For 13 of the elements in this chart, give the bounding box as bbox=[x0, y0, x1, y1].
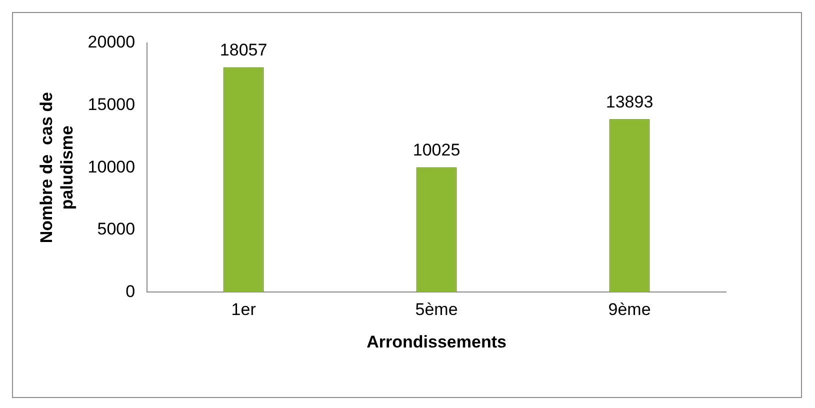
data-label: 18057 bbox=[220, 40, 268, 60]
y-axis-title: Nombre de cas de paludisme bbox=[36, 92, 76, 244]
x-tick-label: 1er bbox=[231, 300, 256, 320]
data-label: 13893 bbox=[606, 92, 654, 112]
y-tick-label: 20000 bbox=[88, 32, 136, 52]
y-tick-label: 5000 bbox=[97, 220, 136, 239]
x-axis-title: Arrondissements bbox=[366, 332, 506, 352]
x-tick-label: 9ème bbox=[608, 300, 651, 320]
y-tick-label: 15000 bbox=[88, 94, 136, 114]
x-tick-label: 5ème bbox=[415, 300, 458, 320]
y-tick-label: 10000 bbox=[88, 157, 136, 176]
y-tick-label: 0 bbox=[126, 282, 136, 301]
data-label: 10025 bbox=[412, 140, 460, 160]
